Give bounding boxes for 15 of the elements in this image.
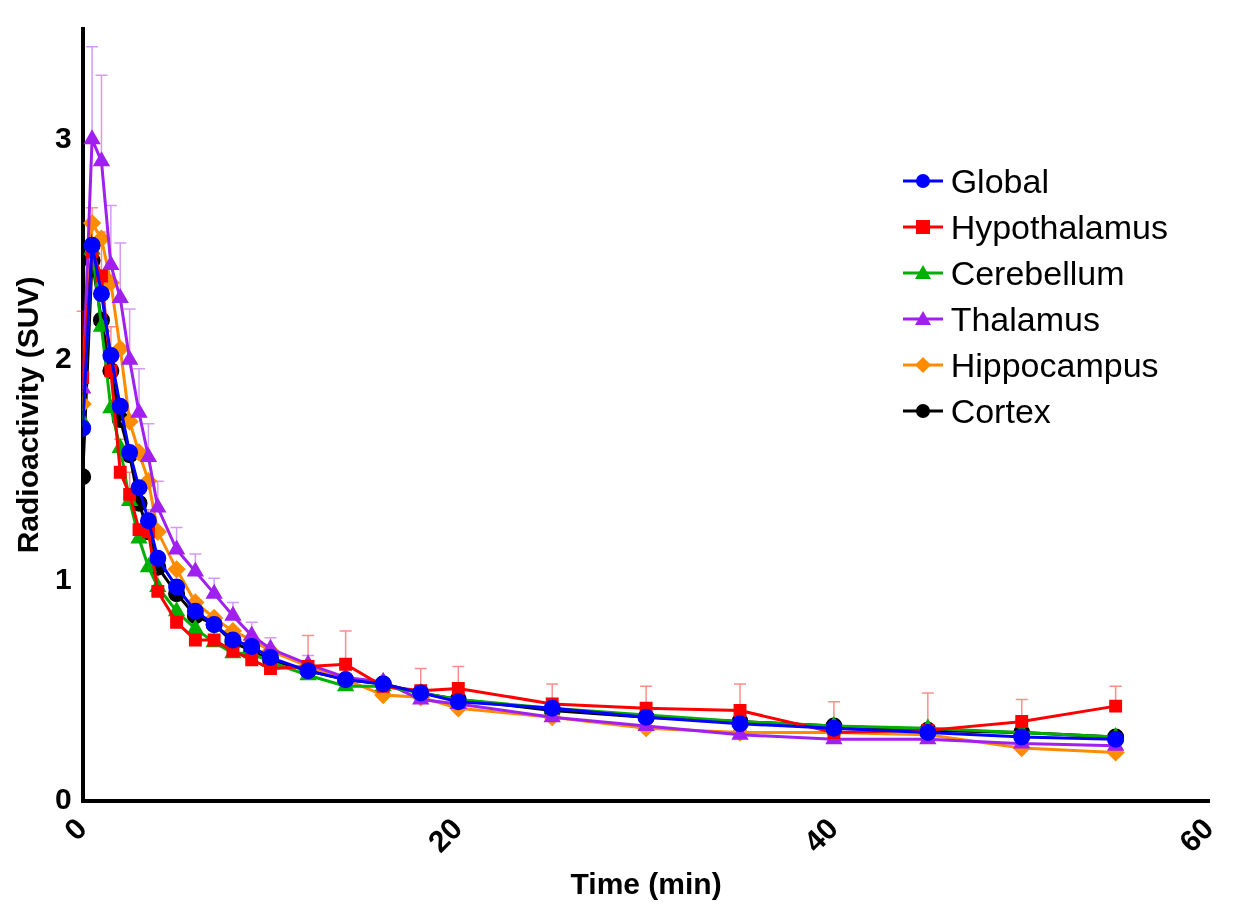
- y-tick-label: 2: [55, 341, 72, 375]
- x-tick-label: 20: [421, 811, 469, 859]
- y-tick-label: 0: [55, 782, 72, 816]
- x-tick-label: 60: [1172, 811, 1220, 859]
- legend-label: Cortex: [950, 391, 1051, 431]
- legend-label: Hypothalamus: [950, 207, 1168, 247]
- legend-label: Cerebellum: [950, 253, 1125, 293]
- legend-label: Global: [950, 161, 1049, 201]
- x-tick-label: 40: [797, 811, 845, 859]
- legend-label: Hippocampus: [950, 345, 1159, 385]
- y-tick-label: 1: [55, 561, 72, 595]
- y-axis-title: Radioactivity (SUV): [11, 276, 45, 554]
- legend-label: Thalamus: [950, 299, 1100, 339]
- x-axis-title: Time (min): [570, 867, 722, 901]
- y-tick-label: 3: [55, 120, 72, 154]
